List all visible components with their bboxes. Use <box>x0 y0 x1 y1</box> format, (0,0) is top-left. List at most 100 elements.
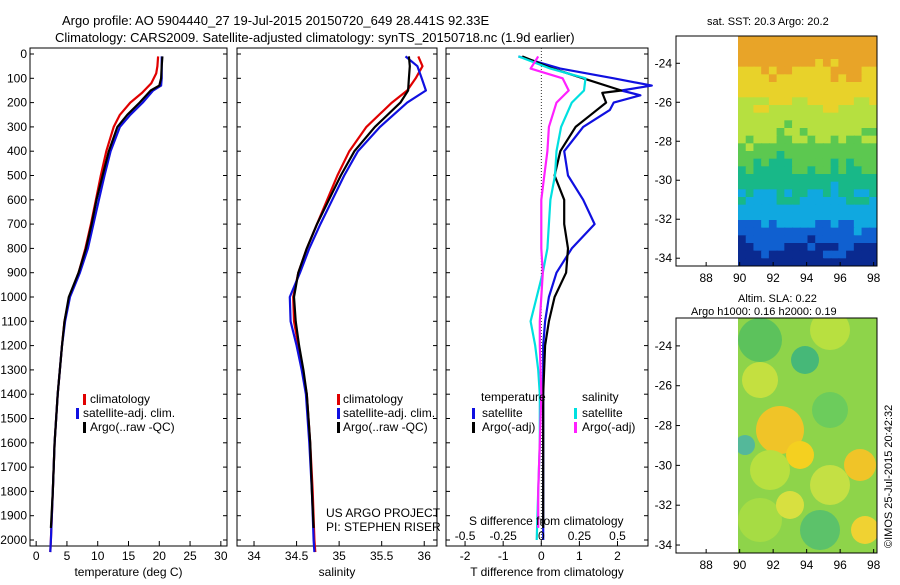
sst-cell <box>822 227 832 237</box>
sst-cell <box>838 250 848 260</box>
sla-map-axes: 88 90 92 94 96 98 -24 -26 -28 -30 -32 -34 <box>655 339 881 572</box>
sst-map: 88 90 92 94 96 98 -24 -26 -28 -30 -32 -34 <box>655 35 881 285</box>
sst-cell <box>853 212 863 221</box>
sst-cell <box>846 158 855 168</box>
sst-cell <box>853 197 863 206</box>
sst-cell <box>799 59 809 68</box>
sst-cell <box>776 97 786 106</box>
sst-cell <box>846 227 855 237</box>
sst-cell <box>853 36 863 45</box>
depth-tick-label: 1800 <box>0 484 27 498</box>
sst-cell <box>761 36 770 45</box>
sst-cell <box>753 74 763 83</box>
sst-cell <box>799 220 809 229</box>
sst-cell <box>869 36 877 45</box>
sst-cell <box>738 181 747 191</box>
sst-cell <box>745 166 755 175</box>
sst-cell <box>792 151 801 160</box>
sst-cell <box>799 166 809 175</box>
sst-cell <box>768 250 778 260</box>
sst-cell <box>784 189 794 198</box>
sst-cell <box>745 143 755 152</box>
sst-cell <box>745 189 755 198</box>
sst-cell <box>799 51 809 60</box>
sst-cell <box>799 204 809 214</box>
sst-cell <box>853 135 863 145</box>
sst-cell <box>869 82 877 91</box>
sla-anomaly-blob <box>742 362 778 398</box>
sst-cell <box>761 166 770 175</box>
legend-swatch-argo <box>83 422 86 433</box>
sst-cell <box>784 174 794 183</box>
lat-tick-label: -30 <box>655 173 673 187</box>
sst-cell <box>784 82 794 91</box>
sst-cell <box>846 66 855 76</box>
sst-cell <box>745 204 755 214</box>
sst-cell <box>846 128 855 137</box>
sst-cell <box>784 235 794 244</box>
sst-cell <box>799 235 809 244</box>
sst-cell <box>853 112 863 122</box>
depth-tick-label: 600 <box>7 193 27 207</box>
s-difference-label: S difference from climatology <box>469 514 624 528</box>
sst-cell <box>776 250 786 260</box>
lon-tick-label: 96 <box>833 558 847 572</box>
sst-cell <box>838 135 848 145</box>
lat-tick-label: -34 <box>655 251 673 265</box>
sst-cell <box>745 89 755 99</box>
sst-cell <box>792 66 801 76</box>
sst-map-frame <box>675 35 878 267</box>
sst-cell <box>846 212 855 221</box>
x-tick-label: 35 <box>332 549 346 563</box>
sst-cell <box>738 59 747 68</box>
sst-cell <box>792 181 801 191</box>
sst-cell <box>784 112 794 122</box>
sst-cell <box>761 82 770 91</box>
x-axis-label: T difference from climatology <box>470 565 624 579</box>
sst-cell <box>861 158 871 168</box>
sst-cell <box>838 197 848 206</box>
sst-cell <box>861 97 871 106</box>
sst-cell <box>861 197 871 206</box>
sst-cell <box>830 204 840 214</box>
sst-cell <box>738 235 747 244</box>
sst-cell <box>761 97 770 106</box>
sst-cell <box>792 59 801 68</box>
sst-cell <box>738 220 747 229</box>
sst-cell <box>853 174 863 183</box>
sst-cell <box>807 112 817 122</box>
sst-cell <box>815 89 824 99</box>
sst-cell <box>807 197 817 206</box>
sst-cell <box>846 43 855 53</box>
sst-cell <box>776 181 786 191</box>
sst-cell <box>768 143 778 152</box>
title-line-1: Argo profile: AO 5904440_27 19-Jul-2015 … <box>62 13 490 28</box>
sst-cell <box>753 128 763 137</box>
sst-cell <box>745 250 755 260</box>
sst-cell <box>761 204 770 214</box>
sst-cell <box>861 128 871 137</box>
sst-cell <box>799 66 809 76</box>
sst-heatmap <box>738 36 877 266</box>
sst-cell <box>761 66 770 76</box>
sst-cell <box>753 181 763 191</box>
sst-cell <box>869 120 877 129</box>
x-tick-label: 0 <box>33 549 40 563</box>
sst-cell <box>776 74 786 83</box>
depth-tick-label: 2000 <box>0 533 27 547</box>
s-difference-tick-label: 0 <box>538 529 545 543</box>
sst-cell <box>846 174 855 183</box>
sst-cell <box>799 112 809 122</box>
sst-cell <box>838 158 848 168</box>
sst-cell <box>822 112 832 122</box>
sla-map-subtitle: Argo h1000: 0.16 h2000: 0.19 <box>691 306 837 318</box>
sla-anomaly-blob <box>750 450 790 490</box>
sst-cell <box>753 197 763 206</box>
sst-cell <box>738 105 747 114</box>
sst-cell <box>861 250 871 260</box>
sst-cell <box>761 235 770 244</box>
sst-cell <box>830 243 840 252</box>
lat-tick-label: -28 <box>655 134 673 148</box>
sst-cell <box>838 128 848 137</box>
legend-swatch-temp-argo <box>472 422 475 433</box>
